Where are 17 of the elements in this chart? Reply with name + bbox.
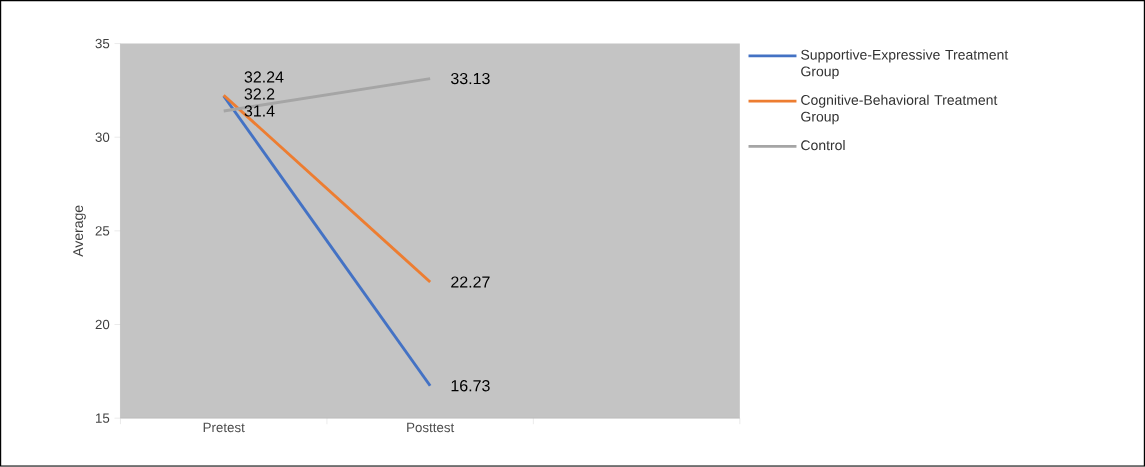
y-tick-label: 15 <box>95 413 110 423</box>
legend-label: Cognitive-Behavioral Treatment Group <box>801 94 998 125</box>
legend-label: Control <box>801 140 845 151</box>
y-tick-label: 25 <box>95 226 110 236</box>
data-label: 33.13 <box>451 73 490 85</box>
y-tick-label: 35 <box>95 38 110 49</box>
x-tick-label: Posttest <box>407 422 455 433</box>
legend-label: Supportive-Expressive Treatment Group <box>801 49 1009 80</box>
data-label: 16.73 <box>451 380 490 392</box>
y-tick-label: 20 <box>95 319 110 330</box>
data-label: 31.4 <box>244 105 275 117</box>
y-axis-title: Average <box>73 205 86 257</box>
y-tick-label: 30 <box>95 132 110 143</box>
data-label: 32.2 <box>244 88 275 100</box>
x-tick-label: Pretest <box>203 422 245 433</box>
data-label: 22.27 <box>451 276 490 288</box>
data-label: 32.24 <box>244 71 284 83</box>
